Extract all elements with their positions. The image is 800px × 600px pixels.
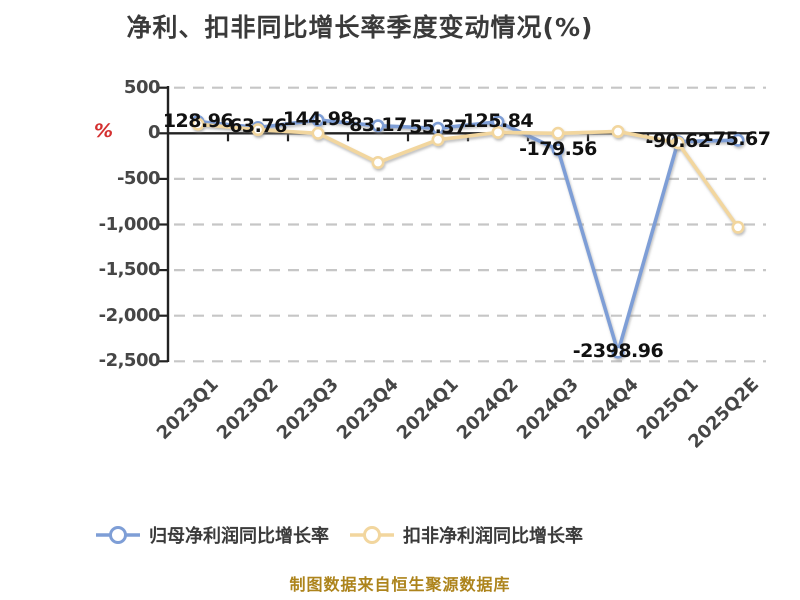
- data-point-marker: [311, 126, 325, 140]
- data-label: 144.98: [282, 108, 354, 131]
- data-point-marker: [371, 119, 385, 133]
- data-point-marker: [611, 124, 625, 138]
- y-tick-label: -1,500: [98, 259, 161, 281]
- legend-item-net-profit: 归母净利润同比增长率: [95, 522, 329, 548]
- series-line: [196, 122, 740, 230]
- data-point-marker: [491, 125, 505, 139]
- legend-item-non-recurring: 扣非净利润同比增长率: [349, 522, 583, 548]
- data-point-marker: [551, 143, 565, 157]
- legend-label-non-recurring: 扣非净利润同比增长率: [403, 526, 583, 547]
- data-source-caption: 制图数据来自恒生聚源数据库: [289, 575, 511, 594]
- legend-circle: [109, 526, 127, 544]
- legend-circle: [363, 526, 381, 544]
- data-point-marker: [251, 123, 265, 137]
- chart-title: 净利、扣非同比增长率季度变动情况(%): [126, 13, 594, 42]
- legend-line-marker-icon: [96, 526, 140, 544]
- data-label: -75.67: [705, 128, 771, 151]
- series-line: [196, 118, 740, 354]
- data-label: 125.84: [462, 109, 534, 132]
- y-axis-unit-label: %: [94, 120, 114, 142]
- data-label: -90.62: [645, 129, 711, 152]
- data-label: 83.17: [349, 113, 407, 136]
- legend-label-net-profit: 归母净利润同比增长率: [149, 526, 329, 547]
- series-group-1: [191, 117, 745, 234]
- data-point-marker: [371, 155, 385, 169]
- y-tick-label: -2,000: [98, 304, 161, 326]
- data-point-marker: [731, 133, 745, 147]
- data-label: 63.76: [229, 115, 287, 138]
- data-point-marker: [551, 126, 565, 140]
- data-point-marker: [431, 133, 445, 147]
- data-point-marker: [191, 117, 205, 131]
- data-label: 55.37: [409, 116, 467, 139]
- data-label: -179.56: [519, 137, 597, 160]
- y-tick-label: -1,000: [98, 213, 161, 235]
- legend-line-marker-icon: [350, 526, 394, 544]
- data-point-marker: [731, 220, 745, 234]
- data-point-marker: [611, 345, 625, 359]
- data-point-marker: [671, 136, 685, 150]
- data-point-marker: [311, 113, 325, 127]
- y-tick-label: 0: [147, 122, 161, 144]
- legend: 归母净利润同比增长率 扣非净利润同比增长率: [95, 522, 583, 548]
- data-label: 128.96: [162, 109, 234, 132]
- y-tick-label: -500: [116, 167, 161, 189]
- data-label: -2398.96: [572, 340, 664, 363]
- y-tick-label: 500: [123, 76, 161, 98]
- y-tick-label: -2,500: [98, 350, 161, 372]
